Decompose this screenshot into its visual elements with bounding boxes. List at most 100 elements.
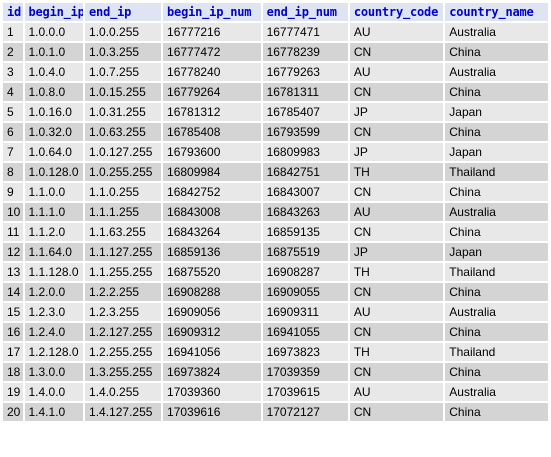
cell-country-code[interactable]: CN [349, 403, 444, 421]
table-row[interactable]: 8 1.0.128.0 1.0.255.255 16809984 16842751 TH T… [3, 163, 548, 181]
cell-end-ip[interactable]: 1.2.2.255 [85, 283, 162, 301]
cell-begin-ip-num[interactable]: 16909056 [163, 303, 261, 321]
cell-end-ip-num[interactable]: 16781311 [262, 83, 348, 101]
table-row[interactable]: 17 1.2.128.0 1.2.255.255 16941056 16973823 TH… [3, 343, 548, 361]
cell-begin-ip-num[interactable]: 16809984 [163, 163, 261, 181]
cell-id[interactable]: 17 [3, 343, 23, 361]
column-header-end-ip[interactable]: end_ip [85, 3, 162, 21]
cell-end-ip-num[interactable]: 16908287 [262, 263, 348, 281]
cell-end-ip-num[interactable]: 16909055 [262, 283, 348, 301]
cell-end-ip[interactable]: 1.1.127.255 [85, 243, 162, 261]
cell-begin-ip-num[interactable]: 16793600 [163, 143, 261, 161]
cell-country-code[interactable]: CN [349, 83, 444, 101]
cell-begin-ip[interactable]: 1.0.8.0 [24, 83, 84, 101]
cell-country-name[interactable]: China [445, 43, 548, 61]
cell-id[interactable]: 20 [3, 403, 23, 421]
cell-country-name[interactable]: Australia [445, 23, 548, 41]
cell-end-ip-num[interactable]: 16941055 [262, 323, 348, 341]
cell-id[interactable]: 2 [3, 43, 23, 61]
cell-country-code[interactable]: CN [349, 123, 444, 141]
cell-country-name[interactable]: China [445, 363, 548, 381]
column-header-country-code[interactable]: country_code [349, 3, 444, 21]
cell-id[interactable]: 3 [3, 63, 23, 81]
cell-begin-ip-num[interactable]: 17039360 [163, 383, 261, 401]
table-row[interactable]: 10 1.1.1.0 1.1.1.255 16843008 16843263 AU Aust… [3, 203, 548, 221]
cell-id[interactable]: 10 [3, 203, 23, 221]
cell-begin-ip[interactable]: 1.0.4.0 [24, 63, 84, 81]
table-row[interactable]: 3 1.0.4.0 1.0.7.255 16778240 16779263 AU Austr… [3, 63, 548, 81]
table-row[interactable]: 4 1.0.8.0 1.0.15.255 16779264 16781311 CN Chin… [3, 83, 548, 101]
cell-end-ip-num[interactable]: 16843007 [262, 183, 348, 201]
cell-country-code[interactable]: CN [349, 363, 444, 381]
cell-country-code[interactable]: CN [349, 323, 444, 341]
cell-end-ip[interactable]: 1.0.0.255 [85, 23, 162, 41]
cell-country-name[interactable]: Japan [445, 243, 548, 261]
table-row[interactable]: 9 1.1.0.0 1.1.0.255 16842752 16843007 CN China [3, 183, 548, 201]
column-header-end-ip-num[interactable]: end_ip_num [262, 3, 348, 21]
cell-country-code[interactable]: AU [349, 203, 444, 221]
cell-country-name[interactable]: Australia [445, 383, 548, 401]
cell-country-name[interactable]: China [445, 283, 548, 301]
cell-country-name[interactable]: China [445, 183, 548, 201]
cell-begin-ip[interactable]: 1.0.32.0 [24, 123, 84, 141]
cell-end-ip[interactable]: 1.2.127.255 [85, 323, 162, 341]
cell-country-code[interactable]: CN [349, 183, 444, 201]
cell-begin-ip-num[interactable]: 16778240 [163, 63, 261, 81]
cell-end-ip-num[interactable]: 16973823 [262, 343, 348, 361]
cell-end-ip[interactable]: 1.0.63.255 [85, 123, 162, 141]
cell-id[interactable]: 19 [3, 383, 23, 401]
cell-begin-ip-num[interactable]: 16843008 [163, 203, 261, 221]
cell-end-ip[interactable]: 1.4.127.255 [85, 403, 162, 421]
table-row[interactable]: 19 1.4.0.0 1.4.0.255 17039360 17039615 AU Aust… [3, 383, 548, 401]
cell-id[interactable]: 4 [3, 83, 23, 101]
cell-country-name[interactable]: Australia [445, 63, 548, 81]
table-row[interactable]: 15 1.2.3.0 1.2.3.255 16909056 16909311 AU Aust… [3, 303, 548, 321]
cell-end-ip[interactable]: 1.3.255.255 [85, 363, 162, 381]
cell-begin-ip[interactable]: 1.0.1.0 [24, 43, 84, 61]
cell-country-name[interactable]: China [445, 223, 548, 241]
cell-end-ip[interactable]: 1.0.255.255 [85, 163, 162, 181]
cell-begin-ip[interactable]: 1.2.128.0 [24, 343, 84, 361]
cell-begin-ip[interactable]: 1.1.2.0 [24, 223, 84, 241]
cell-end-ip-num[interactable]: 17039359 [262, 363, 348, 381]
table-row[interactable]: 14 1.2.0.0 1.2.2.255 16908288 16909055 CN Chin… [3, 283, 548, 301]
cell-begin-ip[interactable]: 1.0.128.0 [24, 163, 84, 181]
cell-end-ip-num[interactable]: 16777471 [262, 23, 348, 41]
table-row[interactable]: 5 1.0.16.0 1.0.31.255 16781312 16785407 JP Jap… [3, 103, 548, 121]
cell-begin-ip-num[interactable]: 16842752 [163, 183, 261, 201]
cell-id[interactable]: 12 [3, 243, 23, 261]
cell-id[interactable]: 8 [3, 163, 23, 181]
cell-begin-ip-num[interactable]: 16779264 [163, 83, 261, 101]
table-row[interactable]: 16 1.2.4.0 1.2.127.255 16909312 16941055 CN Ch… [3, 323, 548, 341]
cell-country-code[interactable]: JP [349, 243, 444, 261]
cell-country-name[interactable]: Japan [445, 103, 548, 121]
cell-country-name[interactable]: Australia [445, 303, 548, 321]
cell-end-ip[interactable]: 1.1.255.255 [85, 263, 162, 281]
cell-end-ip[interactable]: 1.0.127.255 [85, 143, 162, 161]
cell-begin-ip-num[interactable]: 16909312 [163, 323, 261, 341]
cell-end-ip[interactable]: 1.2.255.255 [85, 343, 162, 361]
cell-begin-ip[interactable]: 1.3.0.0 [24, 363, 84, 381]
cell-country-code[interactable]: TH [349, 343, 444, 361]
cell-begin-ip-num[interactable]: 16785408 [163, 123, 261, 141]
cell-begin-ip-num[interactable]: 16908288 [163, 283, 261, 301]
cell-end-ip-num[interactable]: 16785407 [262, 103, 348, 121]
cell-begin-ip[interactable]: 1.0.64.0 [24, 143, 84, 161]
cell-end-ip-num[interactable]: 16842751 [262, 163, 348, 181]
cell-begin-ip[interactable]: 1.1.64.0 [24, 243, 84, 261]
cell-country-code[interactable]: JP [349, 143, 444, 161]
cell-end-ip[interactable]: 1.0.3.255 [85, 43, 162, 61]
cell-begin-ip[interactable]: 1.1.0.0 [24, 183, 84, 201]
cell-id[interactable]: 1 [3, 23, 23, 41]
cell-end-ip-num[interactable]: 16809983 [262, 143, 348, 161]
cell-begin-ip[interactable]: 1.0.0.0 [24, 23, 84, 41]
cell-begin-ip-num[interactable]: 16859136 [163, 243, 261, 261]
cell-begin-ip-num[interactable]: 16941056 [163, 343, 261, 361]
cell-country-code[interactable]: CN [349, 223, 444, 241]
cell-country-name[interactable]: China [445, 403, 548, 421]
cell-begin-ip[interactable]: 1.1.128.0 [24, 263, 84, 281]
cell-end-ip[interactable]: 1.0.31.255 [85, 103, 162, 121]
cell-begin-ip-num[interactable]: 16781312 [163, 103, 261, 121]
column-header-id[interactable]: id [3, 3, 23, 21]
cell-id[interactable]: 6 [3, 123, 23, 141]
